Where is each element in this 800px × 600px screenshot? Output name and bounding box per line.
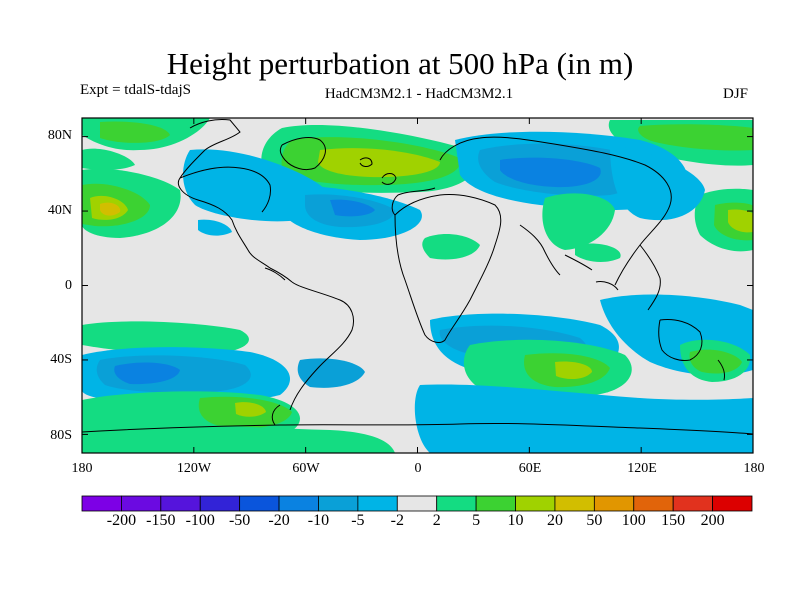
contour-region — [542, 193, 615, 250]
contour-region — [728, 209, 753, 233]
contour-region — [638, 124, 753, 151]
colorbar-swatch — [712, 495, 753, 512]
coastline — [179, 166, 271, 213]
colorbar-swatch — [593, 495, 635, 512]
contour-region — [318, 148, 440, 178]
colorbar-swatch — [81, 495, 122, 512]
model-label: HadCM3M2.1 - HadCM3M2.1 — [324, 86, 514, 102]
contour-region — [330, 199, 375, 217]
lon-tick-label: 60W — [292, 461, 320, 476]
colorbar-label: -2 — [390, 512, 404, 529]
colorbar-swatch — [278, 495, 319, 512]
lon-tick-label: 60E — [518, 461, 542, 476]
colorbar — [81, 495, 753, 512]
lat-tick-label: 40N — [47, 203, 72, 218]
coastline — [271, 404, 281, 426]
coastline — [82, 422, 753, 435]
colorbar-swatch — [160, 495, 201, 512]
colorbar-label: -100 — [185, 512, 215, 529]
colorbar-label: 10 — [507, 512, 524, 529]
colorbar-swatch — [672, 495, 713, 512]
colorbar-swatch — [475, 495, 516, 512]
contour-region — [555, 361, 592, 380]
colorbar-swatch — [554, 495, 595, 512]
coastlines — [82, 119, 753, 435]
colorbar-swatch — [121, 495, 162, 512]
contour-region — [575, 243, 621, 262]
colorbar-swatch — [239, 495, 280, 512]
colorbar-label: -50 — [228, 512, 251, 529]
lat-tick-label: 40S — [50, 352, 72, 367]
coastline — [394, 194, 502, 343]
contour-region — [414, 384, 753, 453]
contour-region — [297, 358, 365, 388]
contour-region — [235, 402, 266, 417]
contour-region — [610, 145, 705, 221]
colorbar-swatch — [357, 495, 398, 512]
contour-region — [198, 219, 232, 236]
lat-tick-label: 80N — [47, 128, 72, 143]
colorbar-swatch — [515, 495, 556, 512]
colorbar-label: -20 — [268, 512, 290, 529]
coastline — [519, 224, 561, 276]
coastline — [439, 136, 672, 286]
coastline — [264, 267, 286, 281]
colorbar-label: -10 — [307, 512, 330, 529]
colorbar-label: 2 — [432, 512, 441, 529]
colorbar-label: 150 — [661, 512, 686, 529]
colorbar-label: 50 — [586, 512, 603, 529]
contour-region — [100, 121, 170, 143]
contour-region — [500, 157, 601, 188]
colorbar-label: 20 — [546, 512, 563, 529]
coastline — [177, 119, 293, 283]
plot-title: Height perturbation at 500 hPa (in m) — [166, 46, 634, 81]
lat-tick-label: 0 — [65, 278, 72, 293]
contour-region — [82, 148, 135, 170]
colorbar-label: -150 — [146, 512, 176, 529]
season-label: DJF — [723, 86, 749, 102]
coastline — [639, 244, 661, 311]
colorbar-swatch — [436, 495, 477, 512]
coastline — [717, 359, 725, 381]
coastline — [595, 281, 619, 291]
contour-region — [82, 423, 395, 453]
contour-region — [114, 362, 180, 385]
lon-tick-label: 0 — [414, 461, 422, 476]
experiment-label: Expt = tdalS-tdajS — [80, 82, 191, 98]
coastline — [391, 187, 436, 216]
colorbar-swatch — [318, 495, 359, 512]
contour-region — [82, 321, 249, 355]
lon-tick-label: 120W — [176, 461, 212, 476]
lon-tick-label: 120E — [627, 461, 657, 476]
coastline — [289, 281, 354, 411]
lon-tick-label: 180 — [71, 461, 93, 476]
contour-region — [689, 349, 742, 374]
colorbar-label: -5 — [351, 512, 365, 529]
coastline — [359, 157, 373, 167]
colorbar-label: 5 — [472, 512, 481, 529]
coastline — [381, 173, 397, 185]
colorbar-label: 100 — [621, 512, 646, 529]
contour-region — [422, 234, 480, 260]
contour-region — [100, 202, 121, 216]
coastline — [658, 319, 703, 361]
colorbar-swatch — [396, 495, 438, 512]
colorbar-swatch — [199, 495, 241, 512]
lat-tick-label: 80S — [50, 428, 72, 443]
colorbar-label: -200 — [106, 512, 137, 529]
colorbar-label: 200 — [700, 512, 725, 529]
lon-tick-label: 180 — [743, 461, 765, 476]
coastline — [564, 254, 593, 271]
colorbar-swatch — [633, 495, 674, 512]
coastline — [279, 137, 326, 171]
